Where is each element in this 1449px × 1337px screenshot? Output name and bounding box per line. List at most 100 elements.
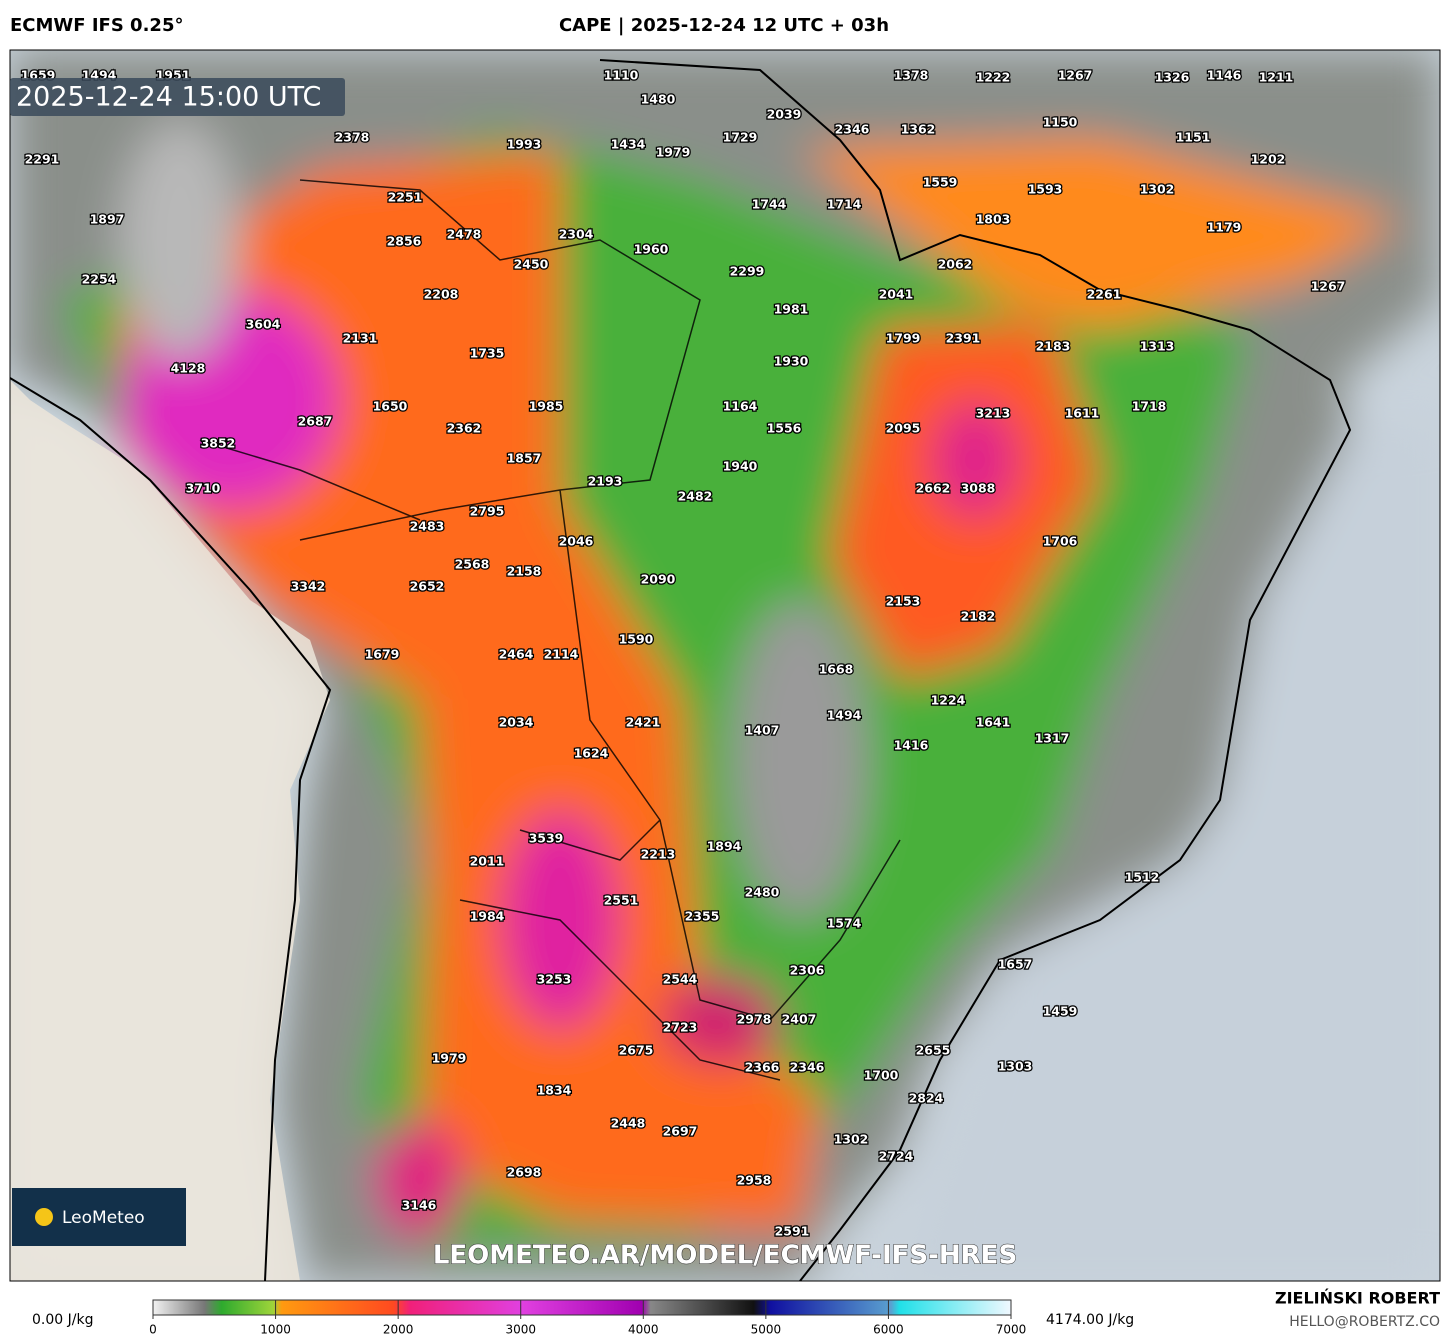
cape-label: 1611 [1065, 406, 1100, 421]
cape-label: 2856 [387, 234, 422, 249]
cape-label: 2698 [507, 1165, 542, 1180]
cape-label: 2482 [678, 489, 713, 504]
cape-label: 2687 [298, 414, 333, 429]
cape-label: 1979 [432, 1051, 467, 1066]
cape-label: 1151 [1176, 130, 1211, 145]
cape-label: 1559 [923, 175, 958, 190]
cape-label: 1313 [1140, 339, 1175, 354]
cape-label: 1735 [470, 346, 505, 361]
colorbar-tick-label: 6000 [873, 1323, 904, 1337]
cape-label: 2182 [961, 609, 996, 624]
cape-label: 1981 [774, 302, 809, 317]
cape-label: 1110 [604, 68, 639, 83]
cape-label: 2261 [1087, 287, 1122, 302]
cape-label: 2299 [730, 264, 765, 279]
cape-label: 1224 [931, 693, 966, 708]
cape-label: 1930 [774, 354, 809, 369]
cape-label: 1164 [723, 399, 758, 414]
cape-label: 1894 [707, 839, 742, 854]
cape-label: 2346 [835, 122, 870, 137]
cape-label: 1744 [752, 197, 787, 212]
logo-text: LeoMeteo [62, 1208, 145, 1228]
cape-label: 3253 [537, 972, 572, 987]
cape-label: 2183 [1036, 339, 1071, 354]
cape-label: 2254 [82, 272, 117, 287]
contact: HELLO@ROBERTZ.CO [1289, 1314, 1440, 1330]
cape-labels: 1659 1494 1951 1110 1378 1222 1267 1326 1146 1211… [19, 66, 1346, 1240]
cape-label: 3710 [186, 481, 221, 496]
author: ZIELIŃSKI ROBERT [1275, 1289, 1440, 1308]
cape-label: 1303 [998, 1059, 1033, 1074]
cape-label: 2978 [737, 1012, 772, 1027]
cape-label: 1718 [1132, 399, 1167, 414]
cape-label: 2346 [790, 1060, 825, 1075]
cape-label: 2034 [499, 715, 534, 730]
cape-label: 2062 [938, 257, 973, 272]
cape-label: 1985 [529, 399, 564, 414]
cape-label: 1700 [864, 1068, 899, 1083]
cape-label: 1267 [1058, 68, 1093, 83]
cape-label: 1480 [641, 92, 676, 107]
cape-label: 1803 [976, 212, 1011, 227]
cape-label: 1993 [507, 137, 542, 152]
cape-label: 2448 [611, 1116, 646, 1131]
cape-label: 2095 [886, 421, 921, 436]
cape-label: 2480 [745, 885, 780, 900]
colorbar [152, 1299, 1012, 1316]
cape-label: 2041 [879, 287, 914, 302]
cape-label: 4128 [171, 361, 206, 376]
colorbar-tick-label: 0 [149, 1323, 157, 1337]
cape-label: 2362 [447, 421, 482, 436]
cape-label: 1984 [470, 909, 505, 924]
cape-label: 2655 [916, 1043, 951, 1058]
cape-label: 2304 [559, 227, 594, 242]
colorbar-tick-label: 3000 [505, 1323, 536, 1337]
cape-label: 1960 [634, 242, 669, 257]
cape-label: 1706 [1043, 534, 1078, 549]
cape-label: 2591 [775, 1224, 810, 1239]
cape-label: 1302 [834, 1132, 869, 1147]
cape-label: 2391 [946, 331, 981, 346]
cape-label: 2662 [916, 481, 951, 496]
cape-label: 2306 [790, 963, 825, 978]
cape-label: 1326 [1155, 70, 1190, 85]
model-name: ECMWF IFS 0.25° [10, 15, 183, 36]
cape-label: 2675 [619, 1043, 654, 1058]
colorbar-tick-label: 1000 [260, 1323, 291, 1337]
cape-label: 1799 [886, 331, 921, 346]
map [10, 50, 1440, 1281]
cape-label: 2366 [745, 1060, 780, 1075]
cape-label: 1729 [723, 130, 758, 145]
cape-label: 3539 [529, 831, 564, 846]
chart-title: CAPE | 2025-12-24 12 UTC + 03h [559, 15, 889, 36]
cape-label: 1222 [976, 70, 1011, 85]
valid-time: 2025-12-24 15:00 UTC [16, 82, 321, 113]
cape-label: 1714 [827, 197, 862, 212]
cape-label: 2568 [455, 557, 490, 572]
cape-label: 2208 [424, 287, 459, 302]
colorbar-tick-label: 5000 [751, 1323, 782, 1337]
cape-label: 1267 [1311, 279, 1346, 294]
legend-min: 0.00 J/kg [32, 1312, 93, 1328]
cape-label: 2544 [663, 972, 698, 987]
cape-label: 2407 [782, 1012, 817, 1027]
cape-label: 1317 [1035, 731, 1070, 746]
cape-label: 2251 [388, 190, 423, 205]
cape-label: 1202 [1251, 152, 1286, 167]
cape-label: 2046 [559, 534, 594, 549]
cape-label: 2153 [886, 594, 921, 609]
cape-label: 1434 [611, 137, 646, 152]
cape-label: 2131 [343, 331, 378, 346]
cape-label: 3342 [291, 579, 326, 594]
cape-label: 2193 [588, 474, 623, 489]
colorbar-tick-label: 2000 [383, 1323, 414, 1337]
cape-label: 3088 [961, 481, 996, 496]
cape-label: 1459 [1043, 1004, 1078, 1019]
cape-label: 3852 [201, 436, 236, 451]
cape-label: 2421 [626, 715, 661, 730]
cape-label: 2291 [25, 152, 60, 167]
cape-label: 2011 [470, 854, 505, 869]
cape-label: 1146 [1207, 68, 1242, 83]
cape-label: 1897 [90, 212, 125, 227]
